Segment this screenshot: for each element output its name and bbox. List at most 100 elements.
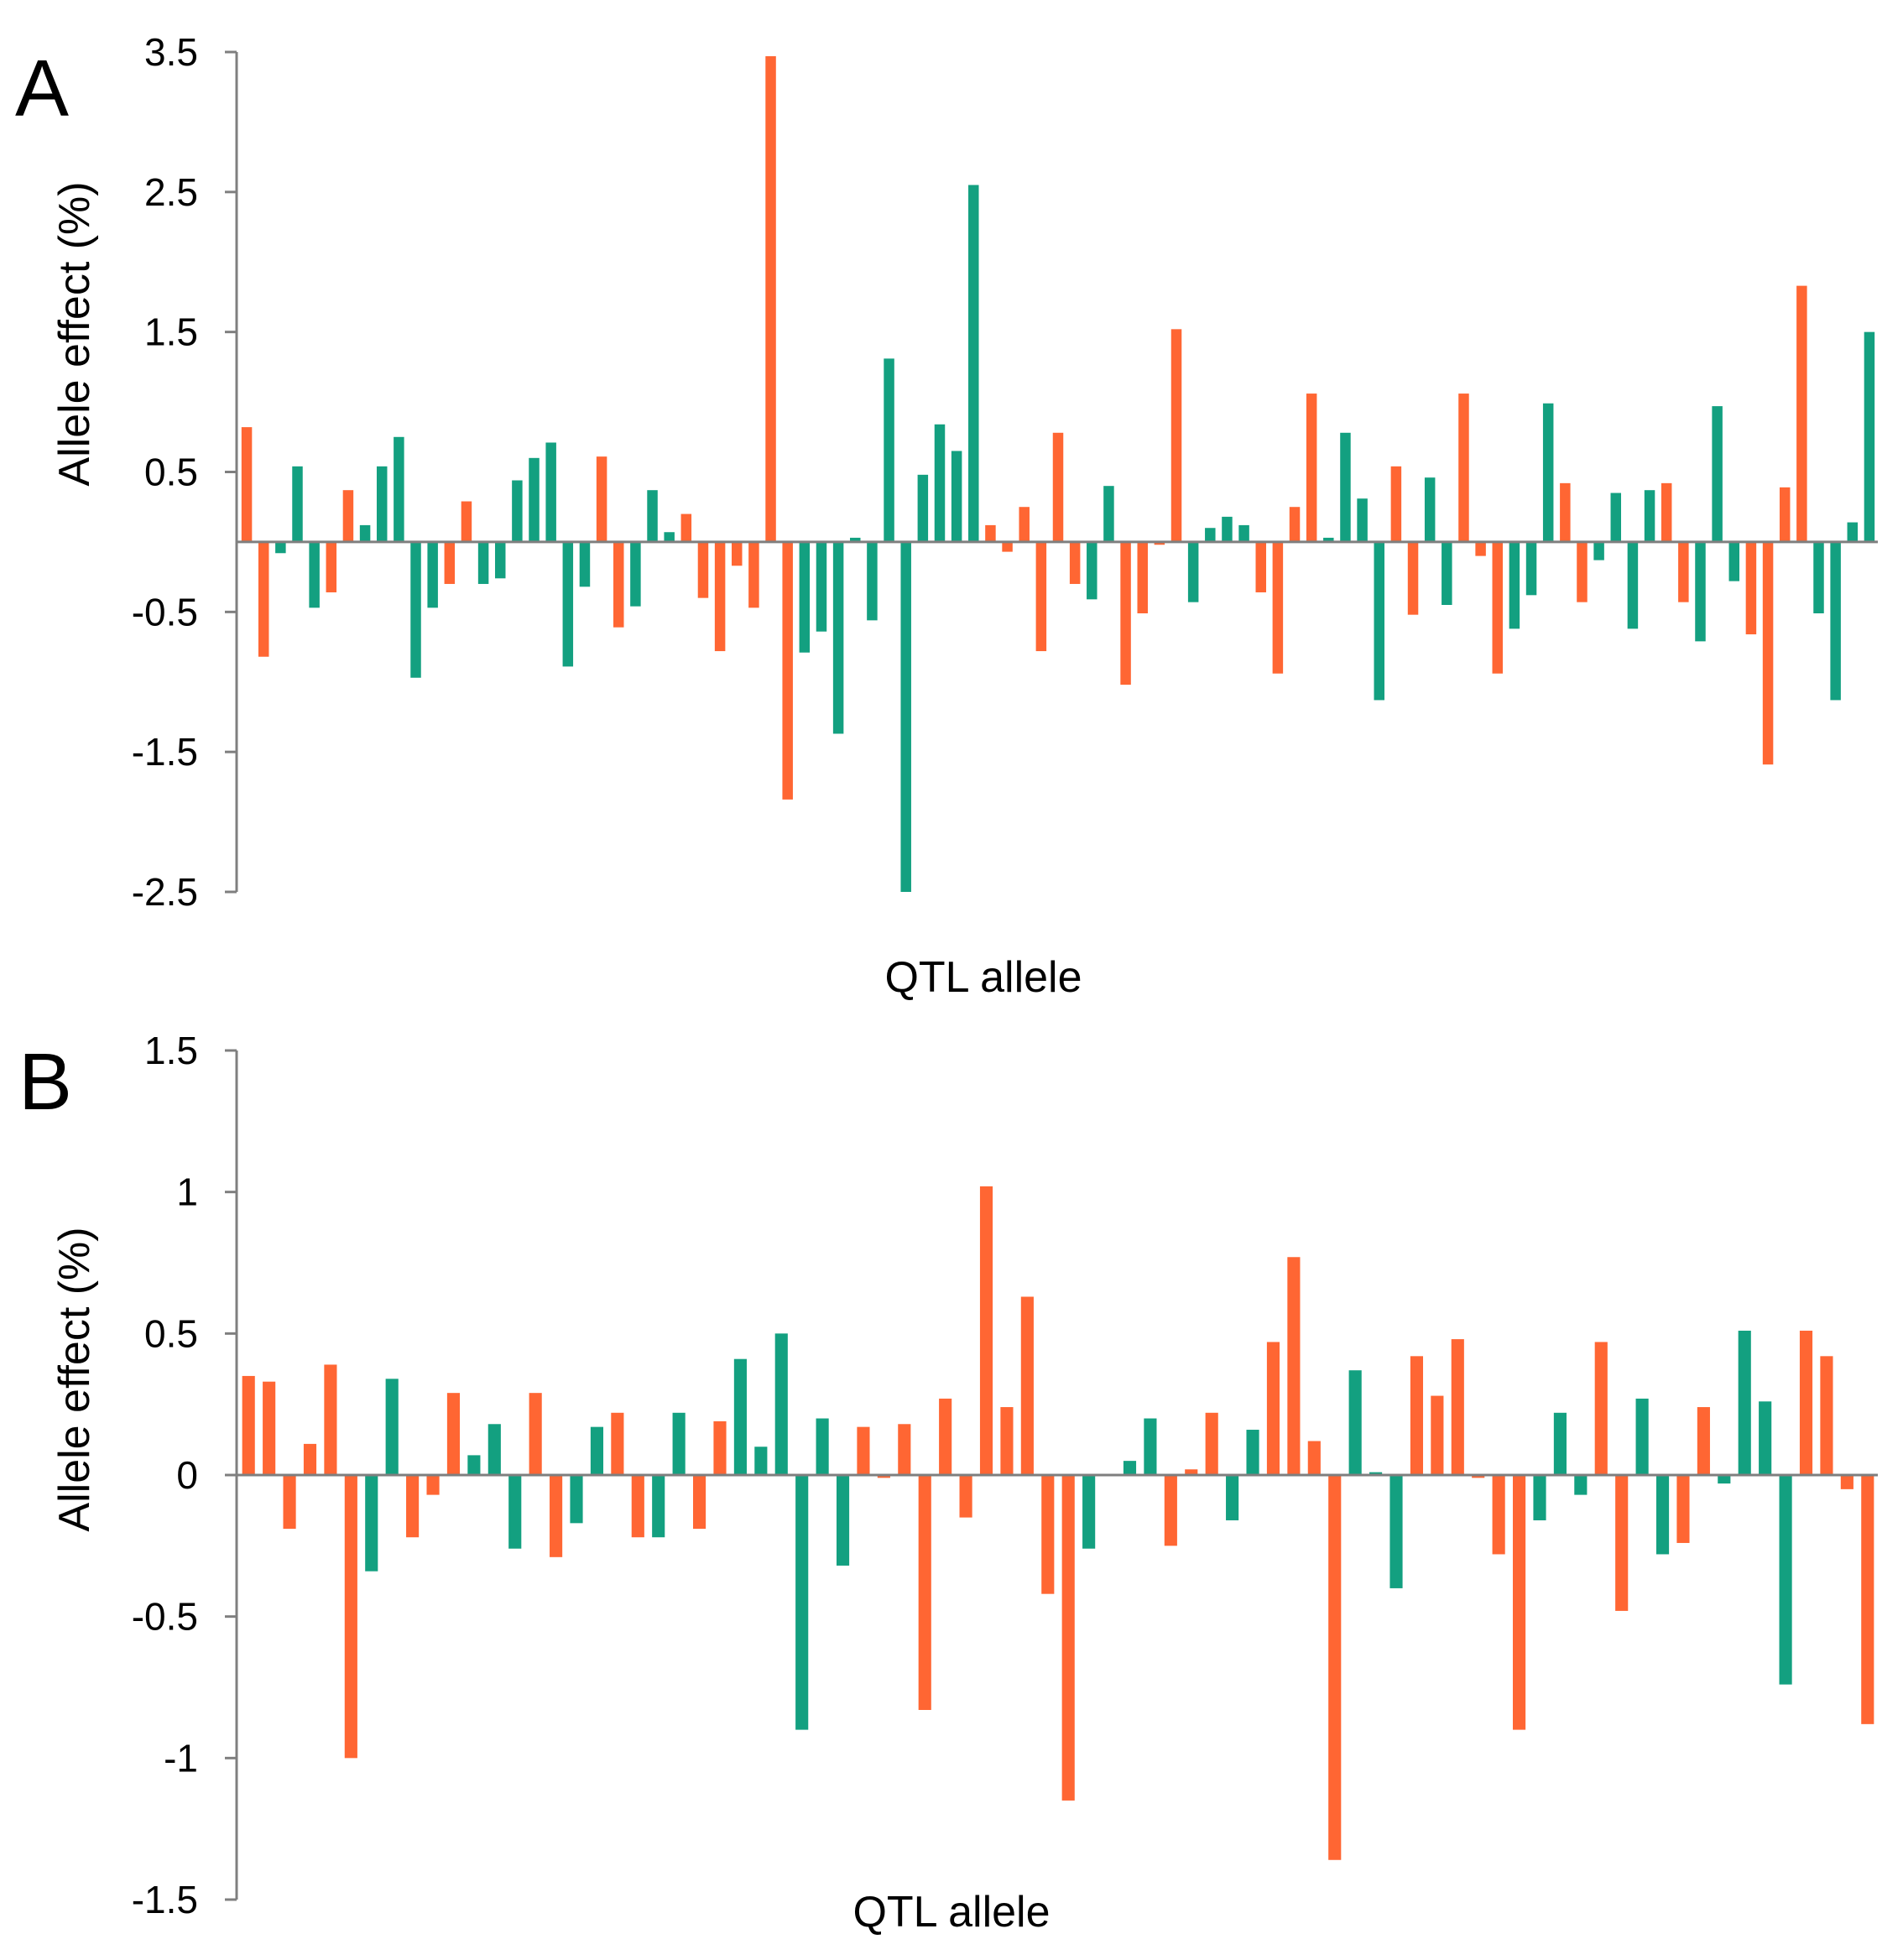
panel-a-bar xyxy=(1593,541,1604,560)
panel-a-y-tick-label: -2.5 xyxy=(132,870,198,914)
panel-a-bar xyxy=(444,541,456,584)
panel-a-bar xyxy=(850,537,861,542)
panel-a-bar xyxy=(1695,541,1706,642)
panel-b-bar xyxy=(1655,1475,1670,1555)
panel-a-bar xyxy=(1509,541,1520,629)
panel-a-bar xyxy=(394,436,404,542)
panel-b-bar xyxy=(365,1475,378,1572)
panel-b-y-tick-label: 0.5 xyxy=(144,1311,198,1355)
panel-b-bar xyxy=(1451,1339,1464,1475)
panel-b-bar xyxy=(242,1375,255,1475)
panel-b-bar xyxy=(1307,1441,1321,1475)
panel-b-bar xyxy=(1287,1257,1301,1475)
panel-b-bar xyxy=(1779,1475,1792,1685)
panel-b-bar xyxy=(733,1358,747,1475)
panel-a-bar xyxy=(613,541,624,628)
panel-a-bar xyxy=(1170,329,1182,542)
panel-a-bar xyxy=(714,541,726,652)
panel-b-bar xyxy=(774,1333,788,1475)
panel-a-bar xyxy=(1120,541,1131,685)
panel-b-chart: B Allele effect (%) QTL allele 1.5 1 0.5 0 -… xyxy=(18,1029,1878,1937)
panel-b-bar xyxy=(816,1418,829,1475)
panel-b-bar xyxy=(1533,1475,1546,1520)
panel-a-bar xyxy=(1137,541,1148,613)
panel-b-bar xyxy=(1820,1356,1833,1475)
panel-b-bar xyxy=(1472,1475,1485,1478)
panel-b-bar xyxy=(692,1475,706,1530)
panel-b-bar xyxy=(446,1393,461,1475)
panel-a-bar xyxy=(1357,498,1368,542)
panel-a-bar xyxy=(258,541,269,657)
panel-a-bar xyxy=(1813,541,1824,613)
panel-b-bar xyxy=(1861,1475,1874,1724)
panel-a-bar xyxy=(1407,541,1419,615)
panel-b-bar xyxy=(1061,1475,1075,1801)
panel-a-bar xyxy=(867,541,878,621)
panel-b-y-tick-label: 1 xyxy=(176,1170,198,1214)
panel-a-y-tick-label: 0.5 xyxy=(144,451,198,494)
panel-a-bar xyxy=(359,524,371,542)
panel-b-bar xyxy=(1082,1475,1096,1549)
panel-a-bar xyxy=(1458,394,1469,542)
panel-a-bar xyxy=(275,541,286,554)
panel-a-bar xyxy=(1019,507,1030,542)
panel-a-y-tick-label: -0.5 xyxy=(132,590,198,633)
panel-b-bar xyxy=(385,1379,399,1475)
panel-b-bar xyxy=(1553,1412,1567,1475)
panel-a-bar xyxy=(1205,528,1216,542)
panel-a-bars xyxy=(241,56,1875,892)
panel-b-bar xyxy=(1840,1475,1853,1489)
panel-b-bar xyxy=(426,1475,440,1495)
panel-a-bar xyxy=(1864,331,1875,542)
panel-b-bar xyxy=(672,1412,686,1475)
panel-b-bar xyxy=(1615,1475,1629,1611)
panel-b-bar xyxy=(795,1475,809,1730)
panel-a-bar xyxy=(461,501,472,542)
panel-a-bar xyxy=(1475,541,1486,556)
panel-a-bar xyxy=(1255,541,1266,592)
panel-a-bar xyxy=(1238,524,1249,542)
panel-b-bar xyxy=(1738,1330,1751,1475)
panel-a-y-tick-label: 2.5 xyxy=(144,170,198,214)
panel-a-bar xyxy=(968,185,979,542)
panel-b-bar xyxy=(1266,1342,1280,1475)
panel-a-bar xyxy=(917,474,929,542)
panel-b-bar xyxy=(918,1475,931,1710)
panel-a-bar xyxy=(1222,516,1233,542)
panel-b-bar xyxy=(1000,1407,1014,1475)
panel-a-bar xyxy=(1289,507,1301,542)
panel-a-y-axis-title: Allele effect (%) xyxy=(50,181,99,486)
panel-b-y-axis: 1.5 1 0.5 0 -0.5 -1 -1.5 xyxy=(132,1029,237,1921)
panel-a-bar xyxy=(884,358,894,542)
panel-a-bar xyxy=(1678,541,1689,602)
panel-b-y-tick-label: -0.5 xyxy=(132,1595,198,1639)
panel-b-bar xyxy=(1389,1475,1403,1588)
panel-b-bar xyxy=(631,1475,644,1538)
panel-b-bar xyxy=(836,1475,850,1566)
panel-a-bar xyxy=(664,532,675,542)
panel-a-bar xyxy=(1002,541,1013,552)
panel-a-bar xyxy=(477,541,489,584)
panel-b-bar xyxy=(1759,1401,1772,1475)
panel-a-bar xyxy=(1560,482,1571,542)
panel-a-bar xyxy=(732,541,743,566)
panel-b-y-tick-label: 1.5 xyxy=(144,1029,198,1072)
panel-a-bar xyxy=(529,457,540,542)
panel-a-bar xyxy=(900,541,911,892)
panel-b-bar xyxy=(1410,1356,1424,1475)
panel-b-bar xyxy=(1041,1475,1055,1594)
panel-a-bar xyxy=(494,541,506,579)
panel-b-bar xyxy=(1799,1330,1813,1475)
panel-b-bar xyxy=(1676,1475,1690,1543)
panel-a-bar xyxy=(1728,541,1740,581)
panel-b-bar xyxy=(754,1447,768,1475)
panel-a-bar xyxy=(765,56,776,542)
panel-a-bar xyxy=(1035,541,1047,652)
panel-a-bar xyxy=(1306,394,1317,542)
panel-b-bar xyxy=(1369,1472,1383,1475)
panel-b-bar xyxy=(1574,1475,1588,1495)
panel-a-bar xyxy=(1745,541,1757,635)
panel-b-bar xyxy=(1328,1475,1342,1860)
panel-b-bar xyxy=(263,1381,276,1475)
panel-a-bar xyxy=(1627,541,1639,629)
